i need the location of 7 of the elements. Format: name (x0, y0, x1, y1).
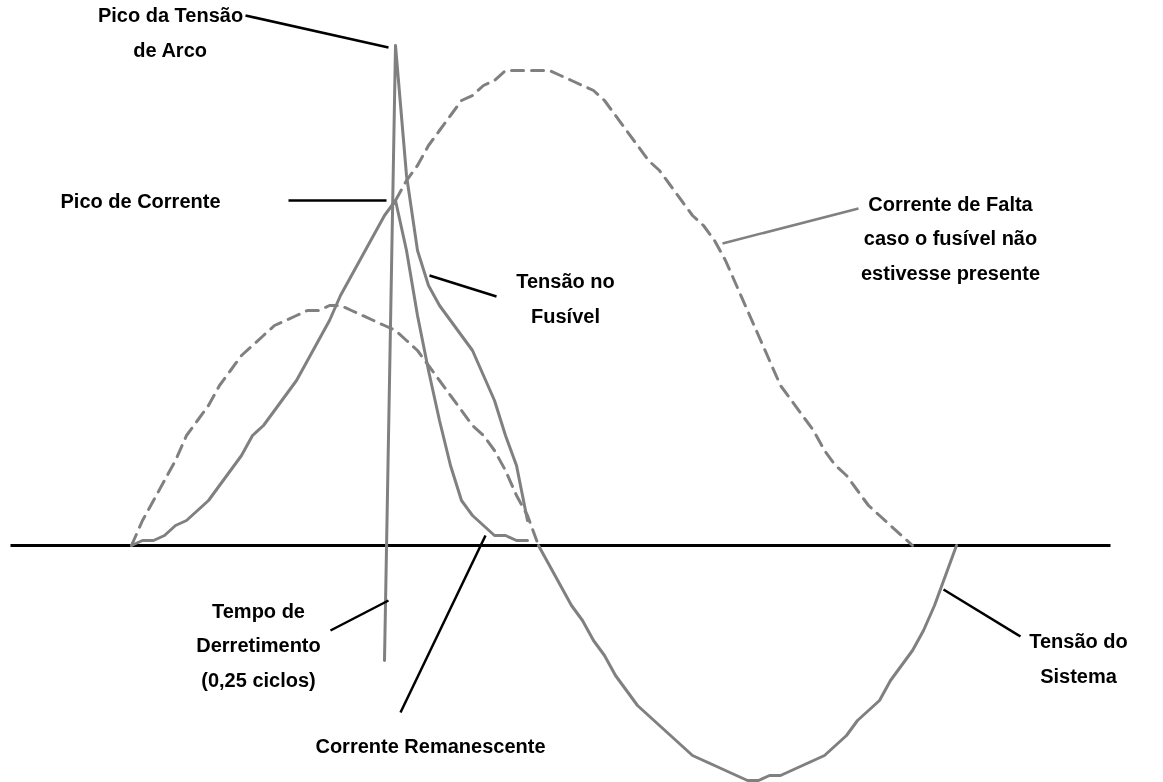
annotation: Tensão no Fusível (516, 270, 615, 327)
annotation: Tempo de Derretimento (0,25 ciclos) (196, 600, 321, 691)
annotation: Pico da Tensão de Arco (97, 4, 244, 61)
ref-line-label: Pico de Corrente (60, 189, 221, 212)
text: Tensão do Sistema (1029, 630, 1128, 687)
annotation: Corrente Remanescente (315, 734, 546, 757)
annotation: Corrente de Falta caso o fusível não estivesse presente (861, 193, 1041, 284)
